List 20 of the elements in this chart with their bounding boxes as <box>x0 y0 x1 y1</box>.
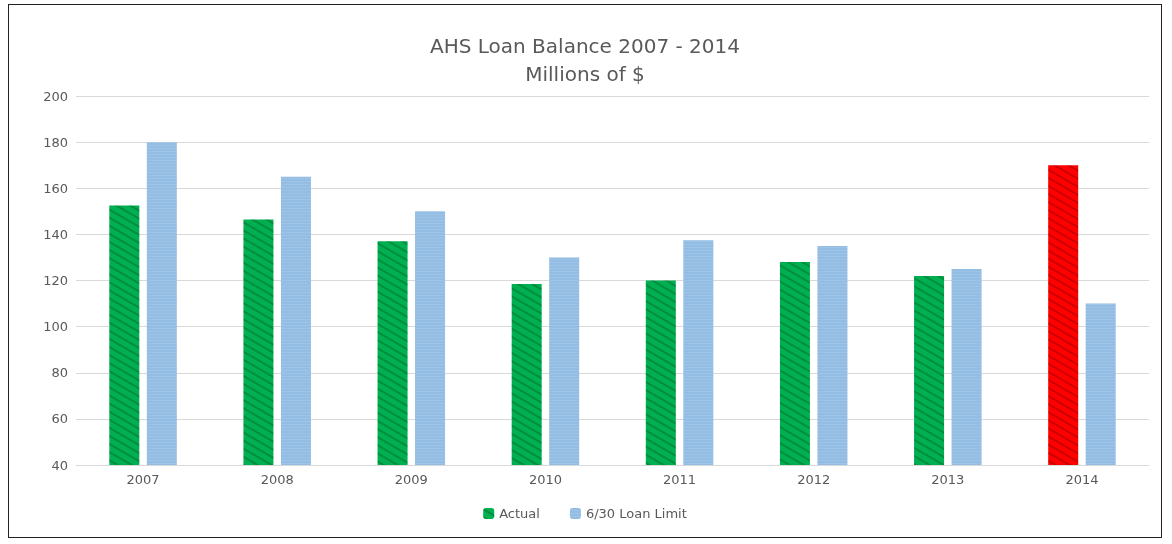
y-tick-label: 100 <box>43 319 68 335</box>
y-tick-label: 120 <box>43 273 68 288</box>
y-tick-label: 160 <box>43 180 68 196</box>
y-tick-label: 200 <box>43 88 68 104</box>
x-tick-label: 2012 <box>797 472 831 487</box>
x-tick-label: 2010 <box>528 472 562 487</box>
legend-label: 6/30 Loan Limit <box>585 506 687 521</box>
y-tick-label: 80 <box>51 365 68 381</box>
y-tick-label: 180 <box>43 134 68 150</box>
y-tick-label: 140 <box>43 226 68 242</box>
x-tick-label: 2011 <box>663 472 697 487</box>
x-tick-label: 2014 <box>1065 472 1099 487</box>
y-tick-label: 60 <box>51 411 68 427</box>
x-tick-label: 2008 <box>260 472 294 487</box>
y-tick-label: 40 <box>51 457 68 473</box>
legend-label: Actual <box>499 506 540 521</box>
chart-title: AHS Loan Balance 2007 - 2014 Millions of $ <box>430 34 740 86</box>
x-tick-label: 2009 <box>394 472 428 487</box>
x-tick-label: 2007 <box>126 472 160 487</box>
x-tick-label: 2013 <box>931 472 965 487</box>
